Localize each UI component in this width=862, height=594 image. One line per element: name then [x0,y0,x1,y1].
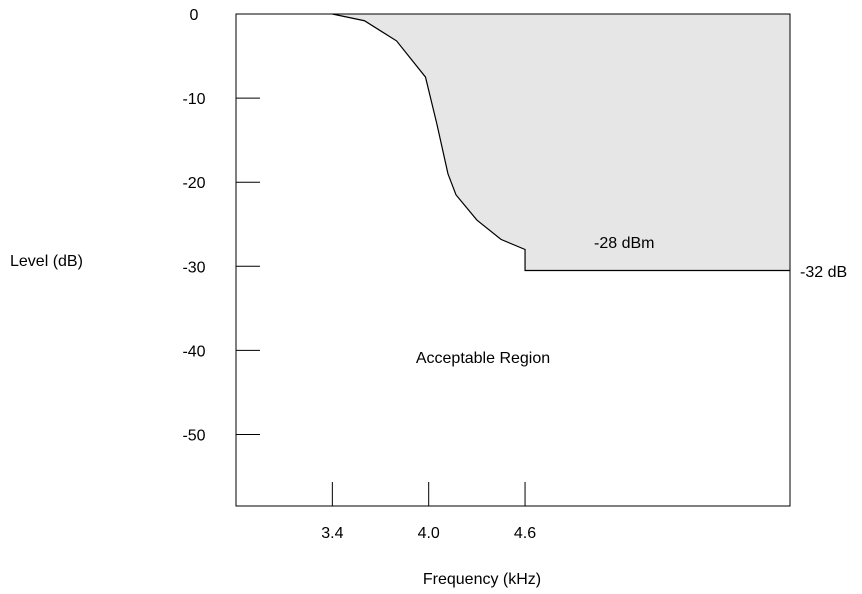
x-tick-label: 4.0 [418,525,440,542]
x-axis-label: Frequency (kHz) [423,571,541,588]
y-tick-label: -20 [182,175,205,192]
plot-frame [235,13,791,507]
y-tick-label: -10 [182,91,205,108]
y-tick-label: 0 [190,7,199,24]
edge-annotation: -32 dB [800,264,847,281]
y-tick-label: -40 [182,343,205,360]
x-tick-label: 4.6 [514,525,536,542]
mask-layer [332,13,790,272]
y-tick-label: -50 [182,428,205,445]
step-annotation: -28 dBm [594,235,654,252]
x-tick-label: 3.4 [321,525,343,542]
mask-line [332,13,790,272]
y-tick-label: -30 [182,259,205,276]
mask-area [332,14,790,271]
y-axis-label: Level (dB) [10,253,83,270]
region-label: Acceptable Region [416,350,550,367]
ticks-layer [236,97,526,506]
labels-layer: 0 -10 -20 -30 -40 -50 3.4 4.0 4.6 [182,7,536,542]
